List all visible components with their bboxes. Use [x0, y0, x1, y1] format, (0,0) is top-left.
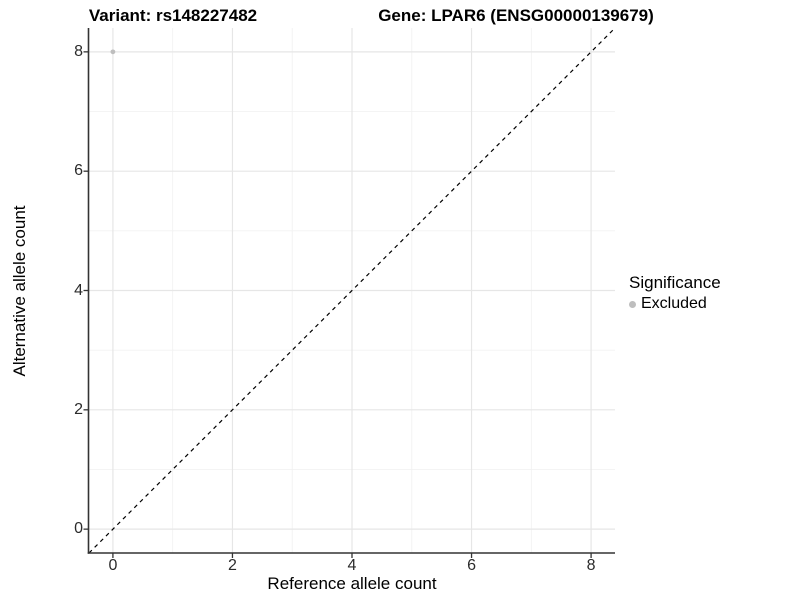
- x-axis-title: Reference allele count: [267, 574, 437, 593]
- data-point: [110, 49, 116, 55]
- y-tick-label: 6: [74, 162, 83, 180]
- legend: Significance Excluded: [629, 273, 721, 313]
- identity-dashed-line: [88, 27, 616, 554]
- y-tick-label: 8: [74, 42, 83, 60]
- plot-title-gene: Gene: LPAR6 (ENSG00000139679): [378, 6, 654, 25]
- y-tick-label: 4: [74, 281, 83, 299]
- x-tick-label: 0: [108, 557, 118, 574]
- y-tick-label: 2: [74, 400, 83, 418]
- x-tick-label: 2: [228, 557, 237, 574]
- legend-title: Significance: [629, 273, 721, 292]
- y-tick-label: 0: [74, 520, 83, 538]
- x-tick-label: 8: [586, 557, 596, 574]
- legend-items: Excluded: [629, 295, 721, 313]
- plot-title-variant: Variant: rs148227482: [88, 6, 258, 25]
- x-tick-label: 4: [347, 557, 357, 574]
- legend-item-label: Excluded: [641, 295, 707, 312]
- legend-item: Excluded: [629, 295, 721, 313]
- x-tick-label: 6: [467, 557, 476, 574]
- legend-point-icon: [629, 300, 636, 308]
